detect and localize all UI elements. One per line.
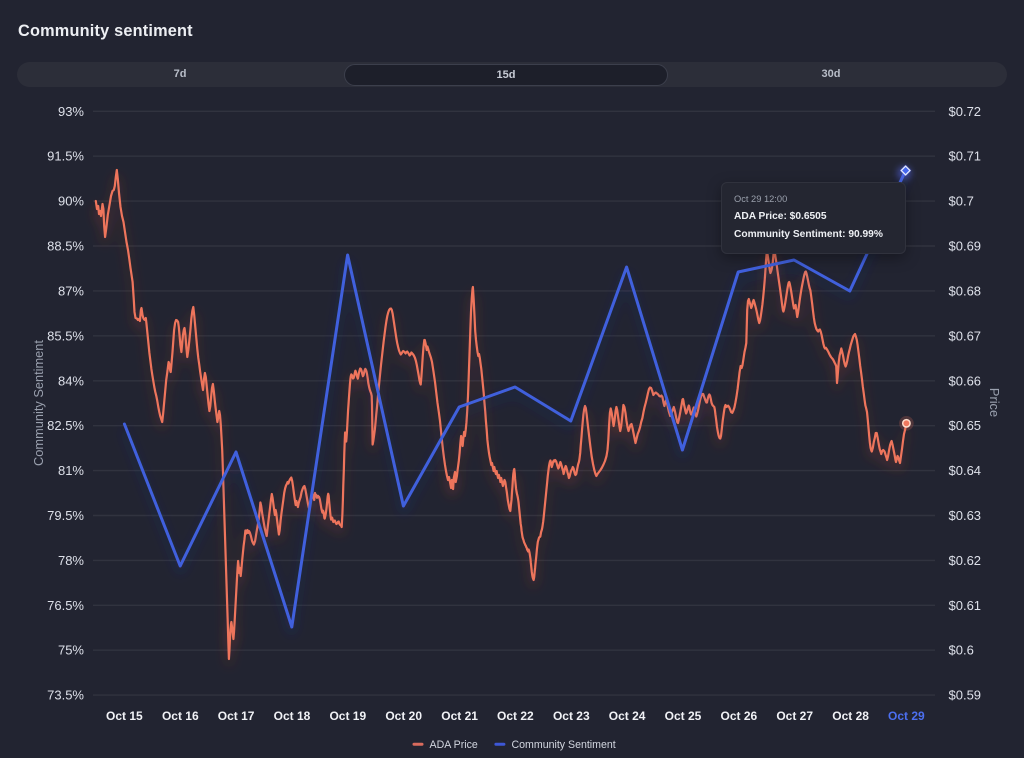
svg-text:84%: 84% <box>58 373 84 388</box>
svg-text:Oct 29: Oct 29 <box>888 709 925 723</box>
svg-text:Price: Price <box>987 388 1002 417</box>
svg-text:87%: 87% <box>58 283 84 298</box>
svg-text:$0.7: $0.7 <box>949 194 974 209</box>
svg-text:93%: 93% <box>58 104 84 119</box>
svg-text:$0.67: $0.67 <box>949 328 982 343</box>
svg-text:$0.59: $0.59 <box>949 688 982 703</box>
svg-text:$0.61: $0.61 <box>949 598 982 613</box>
svg-text:Oct 27: Oct 27 <box>776 709 813 723</box>
svg-text:91.5%: 91.5% <box>47 149 84 164</box>
svg-text:Oct 18: Oct 18 <box>274 709 311 723</box>
svg-text:79.5%: 79.5% <box>47 508 84 523</box>
svg-text:90%: 90% <box>58 194 84 209</box>
svg-text:$0.64: $0.64 <box>949 463 982 478</box>
svg-text:85.5%: 85.5% <box>47 328 84 343</box>
svg-text:Oct 21: Oct 21 <box>441 709 478 723</box>
svg-text:$0.69: $0.69 <box>949 239 982 254</box>
svg-text:73.5%: 73.5% <box>47 688 84 703</box>
svg-text:Oct 22: Oct 22 <box>497 709 534 723</box>
svg-text:Oct 15: Oct 15 <box>106 709 143 723</box>
svg-text:76.5%: 76.5% <box>47 598 84 613</box>
svg-text:$0.72: $0.72 <box>949 104 982 119</box>
svg-text:Oct 24: Oct 24 <box>609 709 646 723</box>
svg-text:Community Sentiment: Community Sentiment <box>31 340 46 466</box>
svg-text:Oct 17: Oct 17 <box>218 709 255 723</box>
svg-text:Oct 19: Oct 19 <box>329 709 366 723</box>
svg-text:$0.62: $0.62 <box>949 553 982 568</box>
svg-text:78%: 78% <box>58 553 84 568</box>
svg-text:82.5%: 82.5% <box>47 418 84 433</box>
svg-text:$0.71: $0.71 <box>949 149 982 164</box>
svg-text:88.5%: 88.5% <box>47 239 84 254</box>
svg-text:81%: 81% <box>58 463 84 478</box>
svg-text:$0.65: $0.65 <box>949 418 982 433</box>
svg-text:75%: 75% <box>58 643 84 658</box>
svg-text:Oct 16: Oct 16 <box>162 709 199 723</box>
svg-text:$0.63: $0.63 <box>949 508 982 523</box>
svg-text:Oct 28: Oct 28 <box>832 709 869 723</box>
svg-text:Oct 23: Oct 23 <box>553 709 590 723</box>
svg-text:$0.66: $0.66 <box>949 373 982 388</box>
svg-text:$0.68: $0.68 <box>949 283 982 298</box>
svg-text:Oct 25: Oct 25 <box>665 709 702 723</box>
svg-text:Community Sentiment: Community Sentiment <box>512 739 616 751</box>
svg-text:Oct 26: Oct 26 <box>721 709 758 723</box>
svg-text:ADA Price: ADA Price <box>430 739 478 751</box>
svg-text:$0.6: $0.6 <box>949 643 974 658</box>
svg-text:Oct 20: Oct 20 <box>385 709 422 723</box>
